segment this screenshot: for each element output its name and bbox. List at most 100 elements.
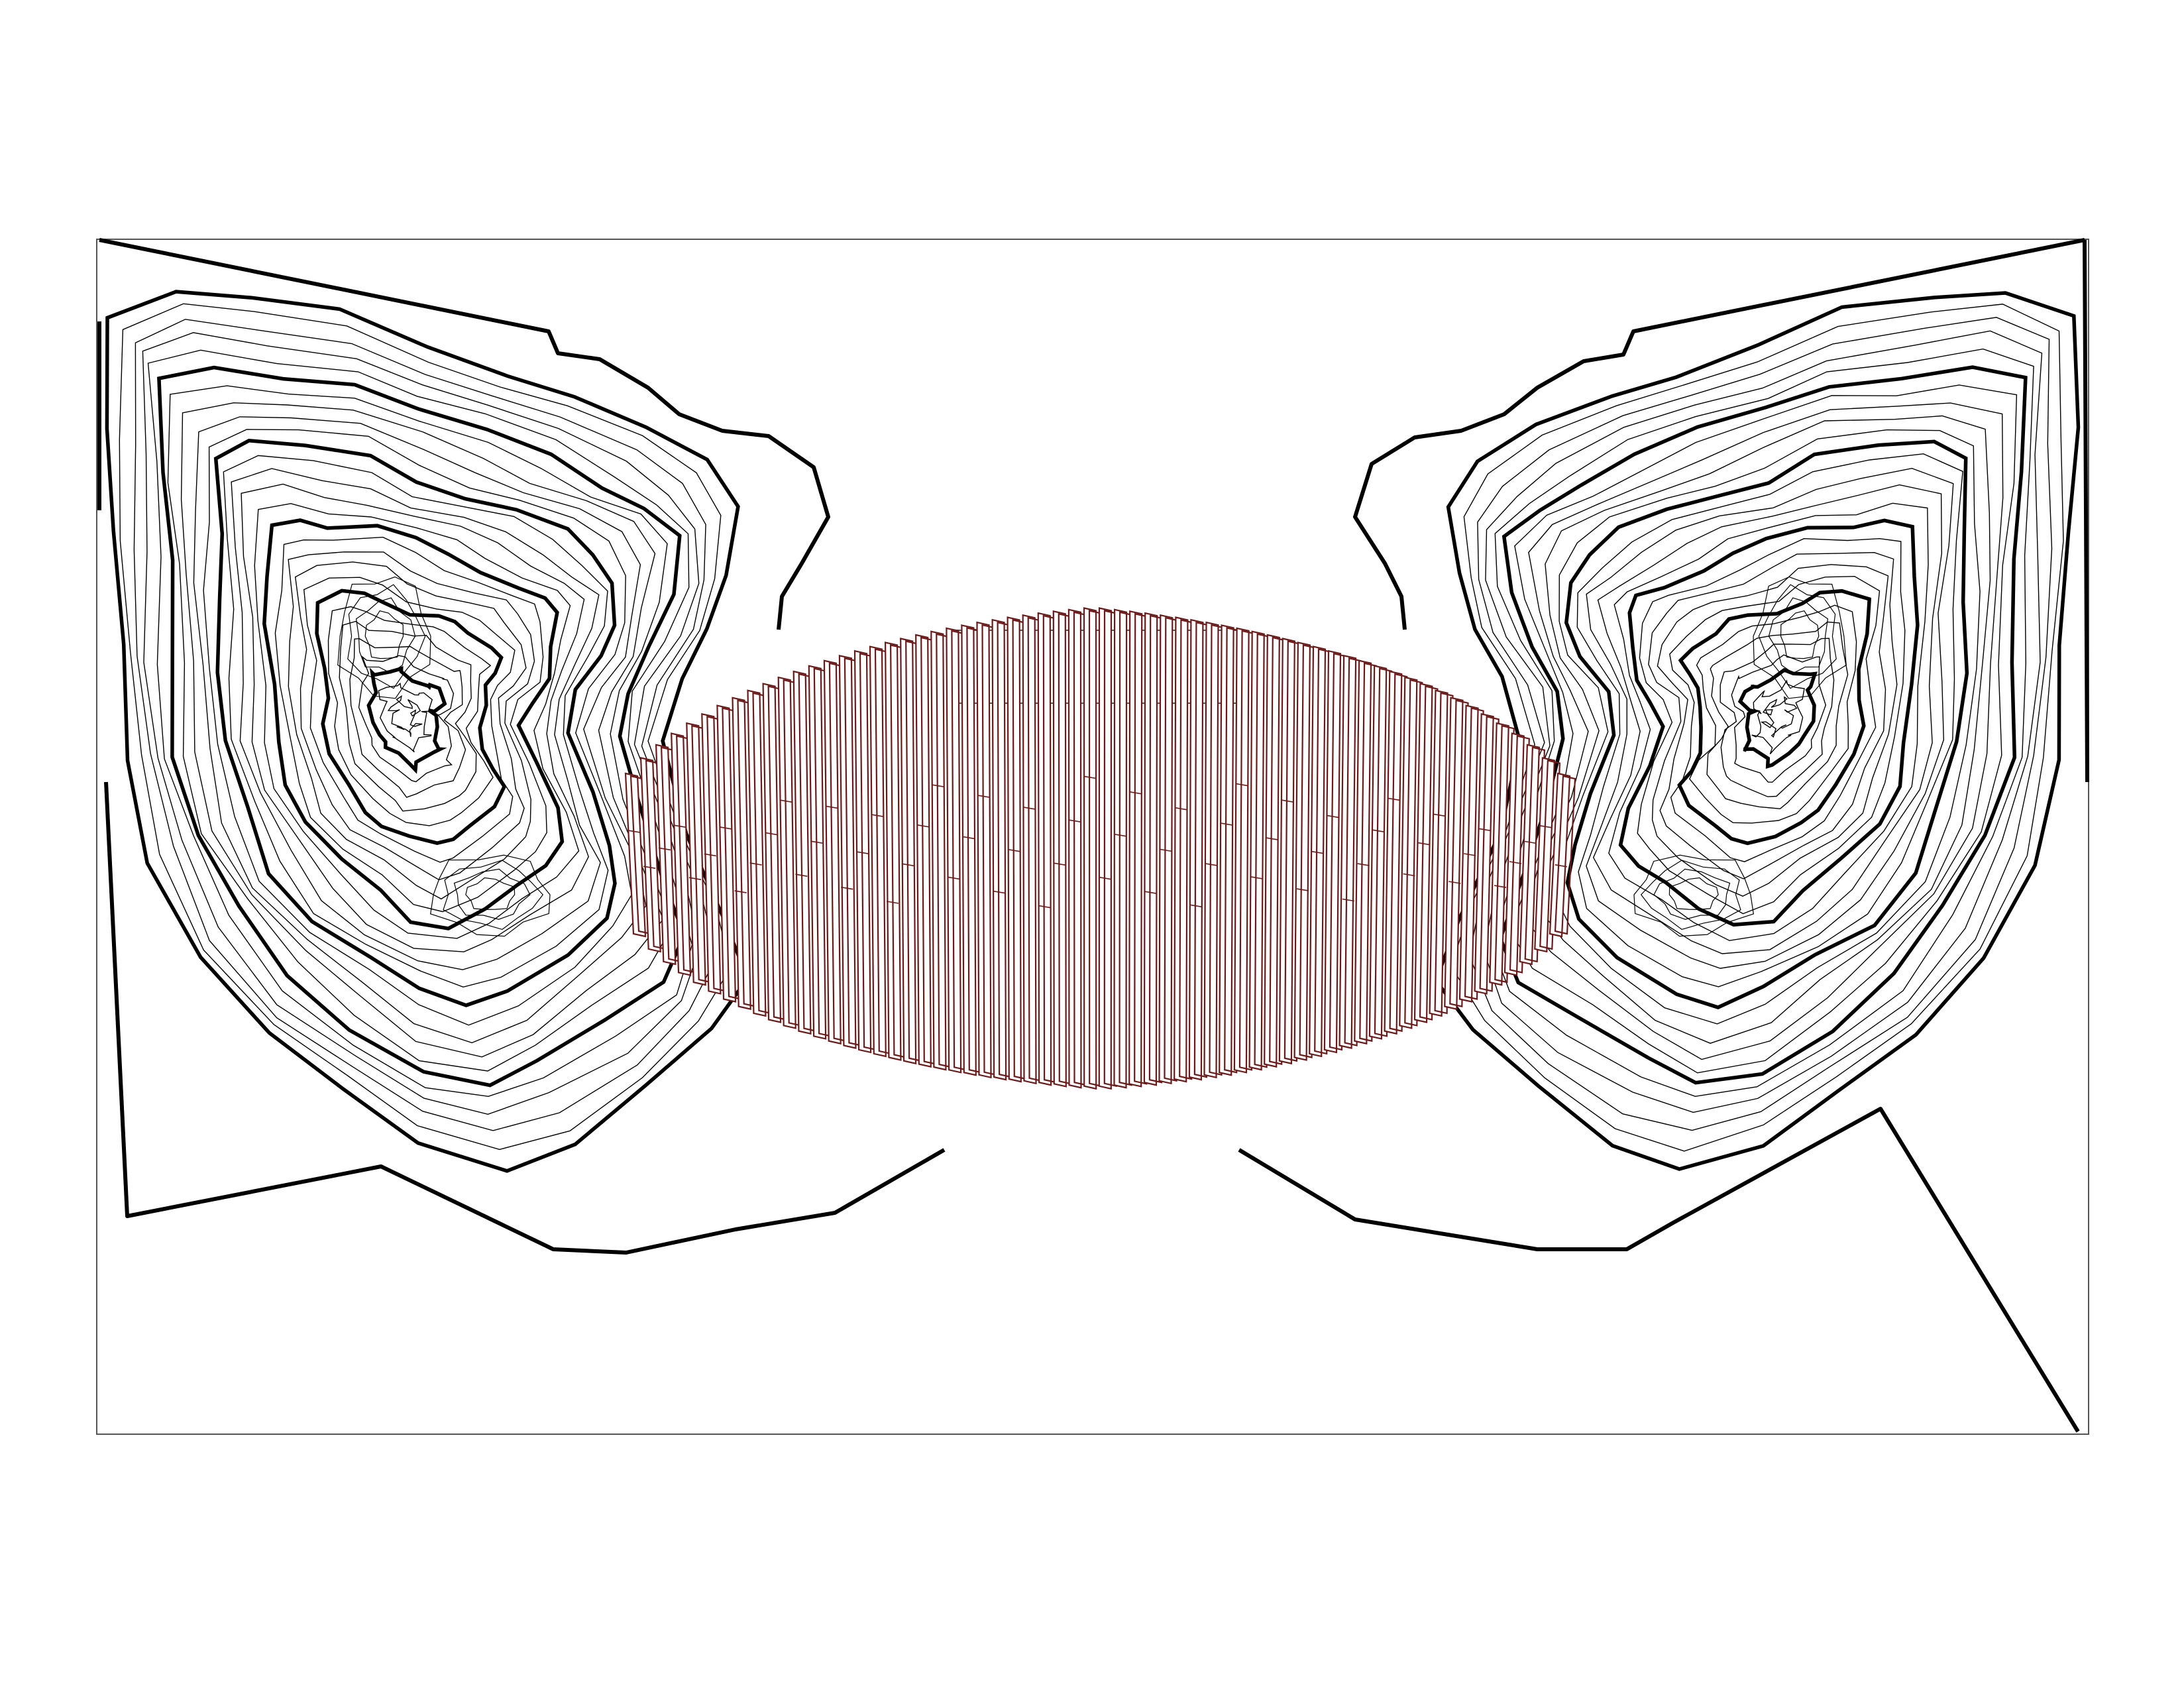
slab-joint — [1464, 853, 1476, 856]
contour-line — [1592, 484, 1943, 954]
slab-joint — [765, 832, 777, 836]
slab-joint — [1114, 834, 1127, 837]
contour-line — [294, 561, 527, 881]
slab-joint — [1342, 898, 1354, 902]
index-contour-line — [1677, 589, 1872, 846]
slab — [1509, 735, 1530, 974]
slab-joint — [749, 862, 762, 866]
slab-joint — [1311, 851, 1325, 854]
slab — [1449, 699, 1469, 1007]
slab-joint — [734, 890, 747, 893]
summit-contour — [355, 597, 416, 674]
contour-line — [1509, 384, 2018, 1074]
slab-joint — [1160, 848, 1172, 852]
index-contour-line — [366, 666, 447, 774]
slab-joint — [1524, 840, 1537, 844]
index-contour-line — [213, 438, 617, 1007]
slab — [1299, 644, 1317, 1058]
contour-line — [349, 638, 466, 798]
summit-contour — [347, 584, 426, 689]
summit-contour — [1640, 860, 1741, 930]
slab-joint — [1281, 799, 1294, 803]
slab — [1344, 657, 1362, 1046]
slab — [1314, 648, 1332, 1055]
slab-joint — [1099, 876, 1112, 880]
contour-line — [1576, 453, 1963, 987]
summit-contour — [1753, 576, 1847, 699]
summit-contour — [1758, 584, 1837, 689]
summit-contour — [1633, 854, 1754, 937]
contour-line — [167, 385, 673, 1072]
slab — [1179, 619, 1194, 1080]
contour-line — [1536, 415, 1991, 1044]
contour-line — [147, 349, 693, 1098]
slab — [1224, 627, 1240, 1074]
contour-line — [288, 551, 535, 900]
summit-contour — [1668, 877, 1719, 911]
index-contour-line — [1433, 291, 2081, 1171]
slab — [1374, 667, 1393, 1037]
slab-joint — [1479, 828, 1492, 832]
contour-line — [387, 695, 423, 737]
slab-joint — [962, 836, 975, 840]
boundary-bottom-right — [1238, 1107, 2080, 1433]
slab-joint — [932, 784, 944, 787]
slab-joint — [916, 824, 929, 828]
slab-joint — [1068, 819, 1081, 822]
slab — [1479, 715, 1500, 992]
contour-line — [223, 455, 609, 988]
slab-joint — [901, 863, 914, 867]
contour-line — [1523, 402, 2004, 1060]
contour-line — [241, 483, 589, 952]
slab-joint — [855, 851, 869, 854]
contour-line — [203, 429, 633, 1026]
slab-joint — [841, 886, 853, 890]
index-contour-line — [315, 589, 507, 846]
slab-joint — [795, 873, 808, 877]
slab — [1404, 679, 1423, 1027]
slab-joint — [1357, 863, 1370, 866]
contour-line — [378, 683, 433, 753]
slab-joint — [1190, 904, 1203, 908]
slab-joint — [1251, 876, 1264, 879]
slab-joint — [780, 799, 792, 803]
slab-joint — [1266, 837, 1279, 840]
slab-joint — [1129, 791, 1142, 795]
slab-joint — [826, 805, 838, 809]
contour-line — [142, 332, 700, 1115]
contour-line — [1648, 551, 1898, 897]
slab — [1359, 662, 1378, 1042]
summit-contour — [364, 610, 404, 659]
slab-joint — [1403, 873, 1415, 877]
contour-line — [358, 655, 455, 783]
boundary-right-edge — [2083, 239, 2089, 783]
slab-joint — [1296, 888, 1309, 891]
slab-array — [624, 607, 1576, 1090]
slab-joint — [810, 840, 823, 844]
slab — [1419, 685, 1439, 1021]
slab-joint — [1388, 797, 1400, 801]
summit-contour — [1653, 868, 1731, 920]
slab-joint — [628, 830, 641, 833]
index-contour-line — [262, 518, 565, 930]
contour-line — [274, 536, 547, 913]
slab-joint — [704, 853, 716, 857]
slab-joint — [673, 824, 686, 828]
slab — [1524, 746, 1546, 963]
contour-line — [327, 606, 494, 826]
slab — [1434, 692, 1454, 1015]
index-contour-line — [1564, 439, 1969, 1009]
slab-joint — [947, 876, 959, 880]
contour-line — [1608, 502, 1929, 941]
slab-joint — [886, 901, 899, 904]
slab-joint — [1372, 829, 1385, 833]
contour-line — [1706, 621, 1849, 810]
slab-joint — [977, 795, 990, 798]
outer-frame — [96, 239, 2089, 1435]
slab — [1494, 724, 1515, 984]
slab-joint — [1083, 775, 1097, 779]
slab-joint — [1555, 864, 1567, 868]
contour-line — [1586, 467, 1954, 969]
